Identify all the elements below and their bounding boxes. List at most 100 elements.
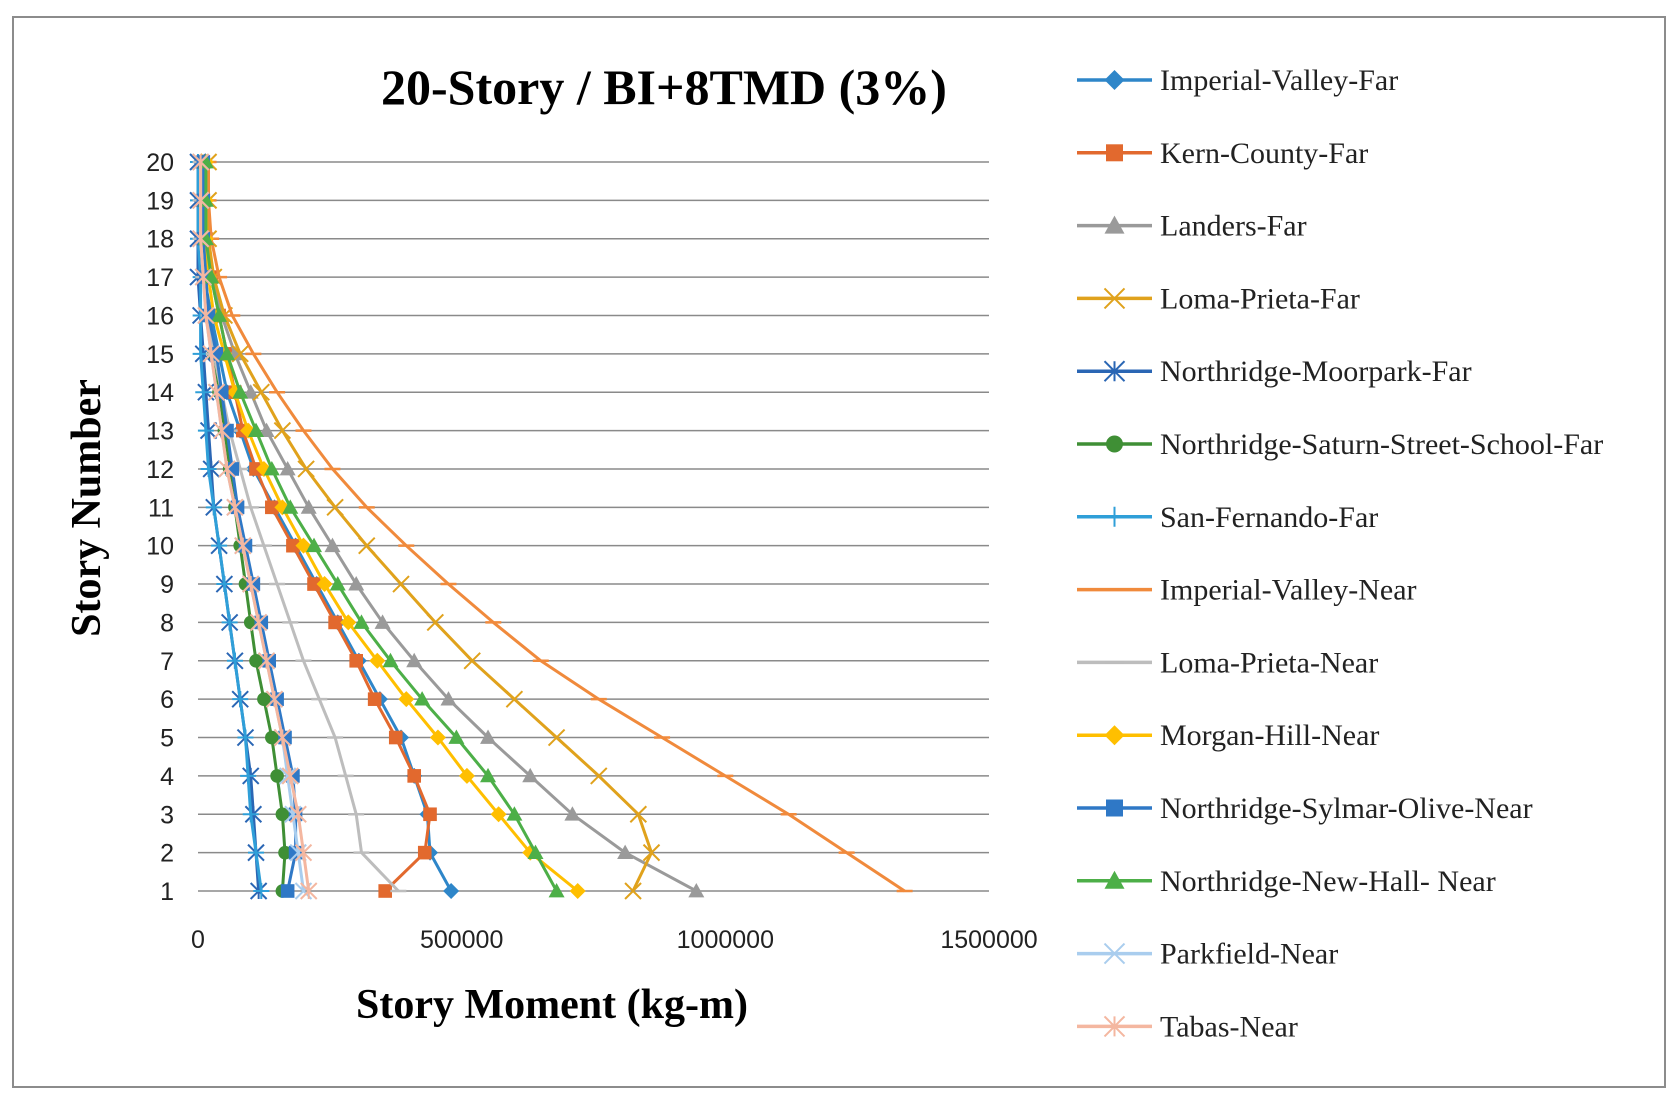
data-point — [286, 538, 300, 553]
data-point — [617, 844, 634, 860]
y-tick-4: 4 — [160, 763, 174, 791]
data-point — [590, 767, 608, 785]
data-point — [300, 499, 317, 514]
legend-marker — [1104, 70, 1125, 90]
data-point — [448, 729, 465, 744]
legend-item-6: Northridge-Saturn-Street-School-Far — [1077, 428, 1603, 461]
legend-label: Northridge-Moorpark-Far — [1160, 355, 1472, 388]
data-point — [642, 843, 661, 862]
y-tick-13: 13 — [146, 418, 174, 446]
data-point — [252, 383, 270, 401]
data-point — [280, 884, 295, 898]
data-point — [417, 845, 432, 860]
legend-item-7: San-Fernando-Far — [1077, 501, 1378, 534]
data-point — [374, 614, 391, 629]
legend-item-14: Tabas-Near — [1077, 1010, 1298, 1043]
data-point — [242, 806, 259, 823]
data-point — [426, 613, 445, 632]
legend-label: Imperial-Valley-Near — [1160, 574, 1417, 607]
data-point — [226, 652, 243, 669]
data-point — [191, 153, 210, 171]
legend-label: Loma-Prieta-Far — [1160, 282, 1360, 315]
data-point — [569, 883, 586, 899]
data-point — [197, 422, 214, 439]
data-point — [273, 728, 292, 747]
data-point — [353, 614, 370, 629]
legend-label: San-Fernando-Far — [1160, 501, 1378, 534]
y-tick-10: 10 — [146, 533, 174, 561]
data-point — [414, 691, 431, 706]
data-point — [480, 729, 497, 744]
data-point — [463, 652, 481, 670]
data-point — [242, 384, 259, 399]
legend-item-1: Imperial-Valley-Far — [1077, 64, 1398, 97]
x-tick-500000: 500000 — [420, 926, 503, 954]
data-point — [249, 613, 268, 632]
data-point — [326, 498, 344, 517]
data-point — [278, 845, 292, 860]
data-point — [258, 422, 275, 437]
data-point — [392, 575, 410, 593]
data-point — [281, 767, 299, 785]
legend-marker — [1103, 1015, 1126, 1038]
data-point — [226, 498, 244, 517]
legend: Imperial-Valley-Far Kern-County-Far Lander… — [1077, 64, 1603, 1043]
legend-label: Landers-Far — [1160, 210, 1307, 243]
data-point — [328, 615, 342, 630]
series-line-8 — [207, 162, 906, 893]
data-point — [429, 729, 446, 746]
data-point — [522, 767, 539, 783]
legend-marker — [1106, 799, 1123, 817]
series-12 — [197, 154, 565, 898]
y-tick-1: 1 — [160, 878, 174, 906]
data-point — [219, 345, 236, 361]
data-point — [240, 767, 257, 784]
legend-item-8: Imperial-Valley-Near — [1077, 574, 1417, 607]
y-tick-12: 12 — [146, 456, 174, 484]
data-point — [232, 691, 249, 708]
legend-item-11: Northridge-Sylmar-Olive-Near — [1077, 792, 1533, 825]
data-point — [273, 421, 292, 440]
chart-svg: 20-Story / BI+8TMD (3%) 1234567891011121… — [64, 59, 1603, 1043]
legend-label: Morgan-Hill-Near — [1160, 719, 1379, 752]
data-point — [257, 692, 271, 706]
data-point — [398, 691, 415, 708]
legend-marker — [1104, 506, 1125, 527]
legend-marker — [1103, 287, 1126, 310]
data-point — [234, 536, 252, 555]
chart-frame: 20-Story / BI+8TMD (3%) 1 2 3 4 5 6 7 8 9 10 11 12 1… — [12, 16, 1666, 1088]
data-point — [506, 806, 523, 821]
legend-label: Imperial-Valley-Far — [1160, 64, 1398, 97]
data-point — [191, 191, 210, 210]
data-point — [629, 805, 648, 823]
legend-marker — [1104, 215, 1125, 234]
x-tick-1000000: 1000000 — [677, 926, 774, 954]
data-point — [231, 345, 249, 363]
data-point — [407, 769, 422, 783]
x-tick-1500000: 1500000 — [940, 926, 1037, 954]
legend-item-12: Northridge-New-Hall- Near — [1077, 865, 1496, 898]
data-point — [202, 345, 220, 363]
legend-item-2: Kern-County-Far — [1077, 137, 1368, 170]
data-point — [340, 614, 357, 631]
series-line-10 — [204, 162, 579, 893]
data-point — [205, 499, 222, 516]
data-point — [349, 653, 363, 668]
data-point — [221, 614, 238, 631]
data-point — [282, 499, 299, 514]
data-point — [297, 460, 315, 478]
data-point — [624, 882, 642, 900]
data-point — [248, 844, 265, 861]
legend-item-3: Landers-Far — [1077, 210, 1307, 243]
legend-label: Tabas-Near — [1160, 1010, 1298, 1043]
data-point — [378, 884, 393, 898]
data-point — [278, 767, 297, 785]
data-point — [294, 843, 313, 862]
data-point — [324, 537, 341, 553]
legend-label: Parkfield-Near — [1160, 938, 1338, 971]
legend-label: Northridge-New-Hall- Near — [1160, 865, 1496, 898]
data-point — [480, 767, 497, 783]
data-point — [300, 882, 318, 900]
y-tick-3: 3 — [160, 801, 174, 829]
data-point — [289, 805, 307, 823]
